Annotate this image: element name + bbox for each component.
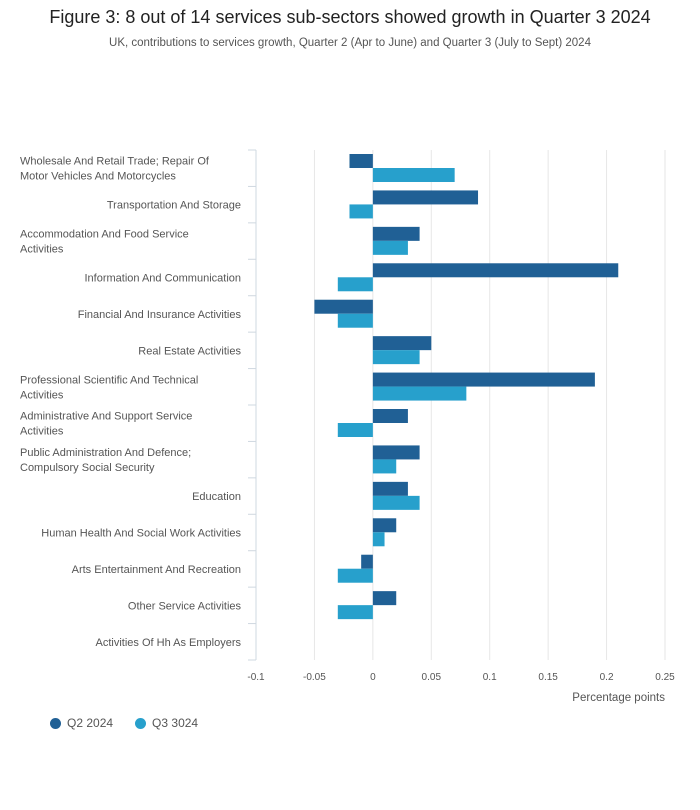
category-label-line: Transportation And Storage: [107, 200, 241, 212]
bar-q2: [372, 190, 479, 205]
bar-q2: [349, 154, 373, 168]
category-label-line: Administrative And Support Service: [20, 411, 192, 423]
bar-q3: [337, 277, 373, 292]
category-label-line: Professional Scientific And Technical: [20, 374, 198, 386]
legend-item-q2: Q2 2024: [50, 716, 113, 730]
x-tick-label: -0.1: [247, 672, 265, 683]
category-label-line: Wholesale And Retail Trade; Repair Of: [20, 156, 210, 168]
chart-title: Figure 3: 8 out of 14 services sub-secto…: [49, 7, 651, 27]
bar-q3: [337, 605, 373, 620]
category-label-line: Compulsory Social Security: [20, 462, 155, 474]
category-label-line: Education: [192, 491, 241, 503]
bar-q2: [372, 336, 432, 351]
chart-legend: Q2 2024 Q3 3024: [50, 716, 198, 730]
category-label: Financial And Insurance Activities: [78, 309, 242, 321]
category-label-line: Activities: [20, 244, 64, 256]
category-label: Transportation And Storage: [107, 200, 241, 212]
category-label: Information And Communication: [84, 273, 241, 285]
category-label-line: Information And Communication: [84, 273, 241, 285]
category-label-line: Public Administration And Defence;: [20, 447, 191, 459]
bar-q2: [372, 372, 595, 387]
bar-q2: [372, 409, 408, 423]
category-label-line: Real Estate Activities: [138, 345, 241, 357]
bar-q3: [372, 240, 408, 255]
x-tick-label: 0.2: [600, 672, 614, 683]
x-tick-label: 0.25: [655, 672, 675, 683]
legend-swatch-q2: [50, 717, 61, 729]
category-label: Education: [192, 491, 241, 503]
category-label: Administrative And Support Service Activi…: [20, 411, 192, 438]
x-tick-label: -0.05: [303, 672, 326, 683]
category-label-line: Accommodation And Food Service: [20, 229, 189, 241]
x-tick-label: 0.05: [422, 672, 442, 683]
category-label: Other Service Activities: [128, 600, 242, 612]
category-label-line: Other Service Activities: [128, 600, 242, 612]
category-label: Activities Of Hh As Employers: [96, 637, 242, 649]
category-label-line: Human Health And Social Work Activities: [41, 528, 241, 540]
bar-q3: [372, 386, 467, 401]
bar-q3: [349, 204, 373, 219]
bar-q3: [372, 532, 385, 547]
category-label: Wholesale And Retail Trade; Repair Of Mot…: [20, 156, 210, 183]
bar-q2: [314, 299, 373, 314]
bar-q3: [372, 459, 397, 474]
bar-q2: [372, 591, 397, 606]
category-label: Professional Scientific And Technical Act…: [20, 374, 198, 401]
category-label-line: Motor Vehicles And Motorcycles: [20, 171, 176, 183]
bar-q2: [372, 445, 420, 460]
bar-q2: [372, 226, 420, 241]
x-tick-label: 0.15: [538, 672, 558, 683]
legend-swatch-q3: [135, 717, 147, 729]
category-label: Accommodation And Food Service Activities: [20, 229, 189, 256]
bar-q3: [337, 423, 373, 437]
bar-q2: [372, 481, 408, 496]
chart-subtitle: UK, contributions to services growth, Qu…: [109, 37, 591, 49]
category-label: Arts Entertainment And Recreation: [72, 564, 241, 576]
category-label: Human Health And Social Work Activities: [41, 528, 241, 540]
bar-q3: [372, 495, 420, 510]
bar-q2: [372, 263, 619, 278]
category-label-line: Arts Entertainment And Recreation: [72, 564, 241, 576]
bar-q3: [372, 350, 420, 365]
category-label-line: Activities Of Hh As Employers: [96, 637, 242, 649]
legend-item-q3: Q3 3024: [135, 716, 198, 730]
category-label: Real Estate Activities: [138, 345, 241, 357]
x-tick-label: 0.1: [483, 672, 497, 683]
x-tick-label: 0: [370, 672, 376, 683]
legend-label-q2: Q2 2024: [67, 716, 114, 730]
category-label-line: Financial And Insurance Activities: [78, 309, 242, 321]
bar-q2: [361, 554, 373, 569]
bar-q2: [372, 518, 397, 533]
x-axis-title: Percentage points: [572, 692, 665, 704]
bar-q3: [337, 313, 373, 328]
category-label-line: Activities: [20, 426, 64, 438]
legend-label-q3: Q3 3024: [152, 716, 199, 730]
category-label-line: Activities: [20, 389, 64, 401]
category-label: Public Administration And Defence; Compul…: [20, 447, 191, 474]
bar-q3: [337, 568, 373, 583]
bar-q3: [372, 168, 455, 182]
